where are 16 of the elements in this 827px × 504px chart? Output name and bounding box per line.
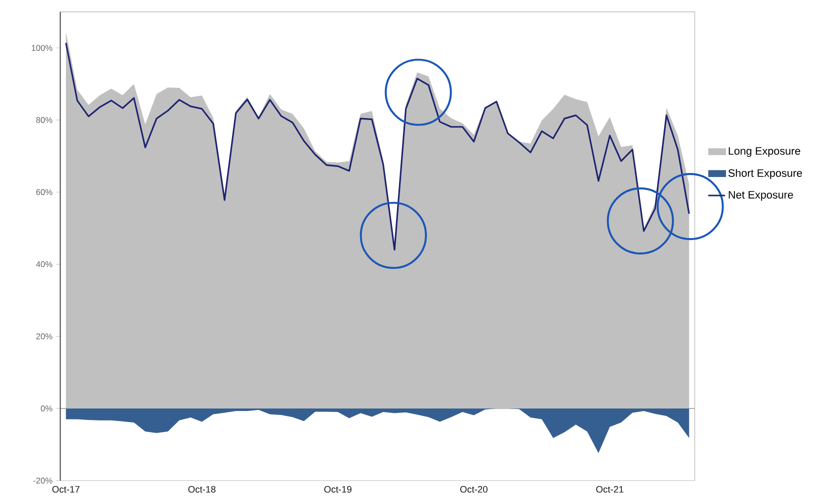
x-tick-label: Oct-21	[596, 486, 624, 492]
x-tick-label: Oct-18	[188, 486, 216, 492]
x-tick-label: Oct-19	[324, 486, 352, 492]
x-tick-label: Oct-17	[52, 486, 80, 492]
y-tick-label: -20%	[33, 477, 52, 484]
legend-label: Net Exposure	[728, 190, 793, 201]
line-series	[65, 42, 690, 250]
legend-label: Long Exposure	[728, 147, 800, 157]
legend-label: Short Exposure	[728, 168, 802, 179]
y-tick-label: 60%	[36, 189, 52, 195]
y-tick-label: 0%	[40, 405, 52, 412]
x-tick-label: Oct-20	[460, 486, 488, 492]
y-tick-label: 40%	[36, 261, 52, 268]
y-tick-label: 20%	[36, 333, 52, 340]
y-tick-label: 100%	[32, 44, 52, 51]
y-tick-label: 80%	[36, 116, 52, 123]
